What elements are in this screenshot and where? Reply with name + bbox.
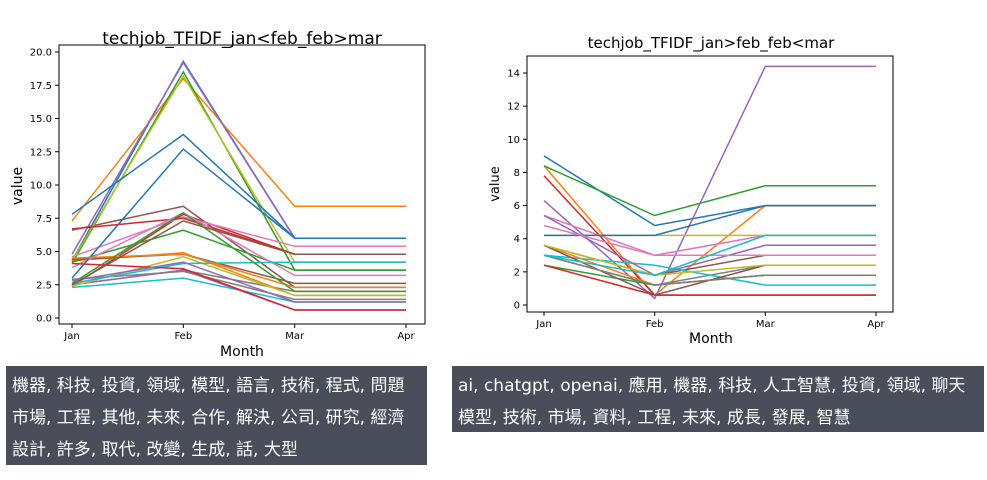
series-line-21	[71, 148, 406, 279]
x-tick-label: Jan	[63, 331, 79, 342]
caption-line: 設計, 許多, 取代, 改變, 生成, 話, 大型	[12, 440, 298, 460]
series-line-23	[71, 211, 406, 293]
keyword-caption-right: ai, chatgpt, openai, 應用, 機器, 科技, 人工智慧, 投…	[452, 366, 984, 432]
y-tick-label: 14	[507, 69, 520, 80]
y-ticks: 0 2 4 6 8 10 12 14	[507, 69, 527, 312]
x-tick-label: Feb	[174, 331, 192, 342]
series-line-18	[71, 270, 406, 301]
chart-title: techjob_TFIDF_jan<feb_feb>mar	[102, 29, 382, 49]
plot-frame	[526, 55, 894, 313]
y-tick-label: 10	[507, 135, 520, 146]
y-tick-label: 12	[507, 102, 520, 113]
series-line-14	[543, 264, 876, 296]
y-tick-label: 5.0	[36, 247, 52, 258]
y-tick-label: 12.5	[30, 147, 52, 158]
y-tick-label: 2	[514, 267, 520, 278]
series-line-22	[71, 253, 406, 289]
series-line-11	[544, 204, 876, 237]
y-axis-label: value	[10, 167, 26, 205]
series-line-13	[71, 229, 406, 271]
series-line-19	[543, 244, 876, 276]
series-line-20	[71, 261, 406, 285]
chart-title: techjob_TFIDF_jan>feb_feb<mar	[588, 34, 835, 53]
caption-line: 模型, 技術, 市場, 資料, 工程, 未來, 成長, 發展, 智慧	[458, 408, 851, 428]
y-tick-label: 17.5	[30, 81, 52, 92]
series-line-1	[543, 155, 876, 227]
x-axis-label: Month	[220, 344, 264, 360]
caption-line: 市場, 工程, 其他, 未來, 合作, 解決, 公司, 研究, 經濟	[12, 408, 405, 428]
y-tick-label: 7.5	[36, 214, 52, 225]
series-lines	[71, 59, 406, 311]
x-tick-label: Mar	[756, 319, 776, 330]
y-tick-label: 0.0	[36, 314, 52, 325]
series-line-26	[71, 220, 406, 286]
y-tick-label: 6	[514, 201, 520, 212]
x-ticks: Jan Feb Mar Apr	[535, 312, 886, 330]
x-tick-label: Jan	[535, 319, 551, 330]
y-tick-label: 4	[514, 234, 520, 245]
y-tick-label: 8	[514, 168, 520, 179]
chart-right: techjob_TFIDF_jan>feb_feb<mar 0 2 4 6 8 10 12 1…	[488, 34, 894, 347]
x-axis-label: Month	[689, 331, 733, 347]
caption-line: 機器, 科技, 投資, 領域, 模型, 語言, 技術, 程式, 問題	[12, 376, 405, 396]
y-tick-label: 0	[514, 301, 520, 312]
series-line-5	[543, 65, 876, 300]
x-tick-label: Feb	[646, 319, 664, 330]
keyword-caption-left: 機器, 科技, 投資, 領域, 模型, 語言, 技術, 程式, 問題 市場, 工…	[6, 366, 427, 465]
x-tick-label: Apr	[397, 331, 415, 342]
y-tick-label: 2.5	[36, 280, 52, 291]
caption-line: ai, chatgpt, openai, 應用, 機器, 科技, 人工智慧, 投…	[458, 376, 966, 396]
series-line-25	[71, 261, 406, 303]
series-line-24	[71, 262, 406, 311]
chart-left: techjob_TFIDF_jan<feb_feb>mar 0.0 2.5 5.0 7…	[10, 29, 426, 360]
y-tick-label: 15.0	[30, 114, 52, 125]
x-tick-label: Mar	[285, 331, 305, 342]
y-tick-label: 10.0	[30, 181, 52, 192]
series-line-18	[543, 254, 876, 286]
series-line-3	[543, 165, 876, 217]
y-tick-label: 20.0	[30, 48, 52, 59]
series-line-17	[71, 212, 406, 277]
x-ticks: Jan Feb Mar Apr	[63, 324, 416, 342]
y-axis-label: value	[488, 166, 503, 202]
y-ticks: 0.0 2.5 5.0 7.5 10.0 12.5 15.0 17.5 20.0	[30, 48, 59, 325]
series-line-20	[543, 234, 876, 276]
series-line-15	[543, 214, 876, 277]
x-tick-label: Apr	[867, 319, 885, 330]
series-lines	[543, 65, 876, 300]
series-line-7	[71, 216, 406, 258]
series-line-2	[71, 77, 406, 222]
